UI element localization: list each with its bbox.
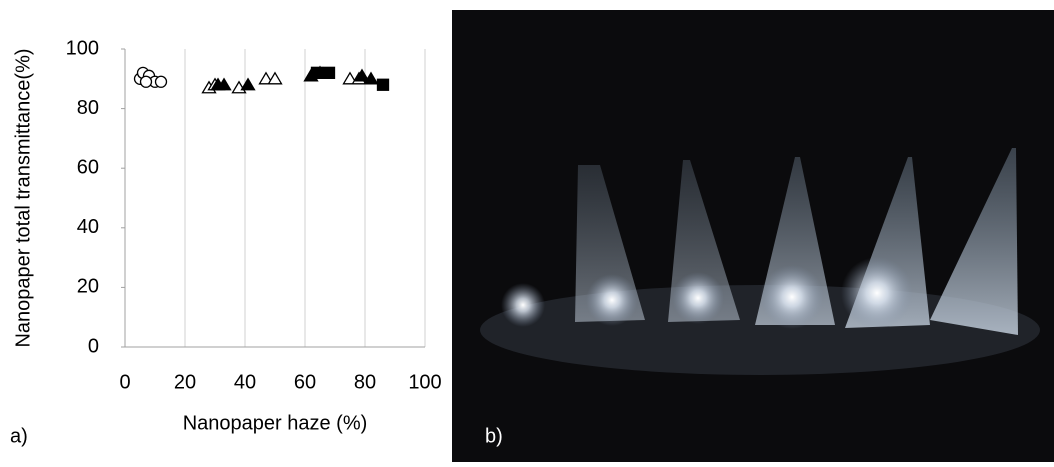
plot-area: 0 20 40 60 80 100 0 20 40 60 80 100 [66, 37, 442, 393]
x-axis-label: Nanopaper haze (%) [183, 412, 368, 434]
x-tick-label: 20 [174, 371, 196, 393]
point [354, 68, 370, 82]
y-tick-label: 80 [77, 97, 99, 119]
point [267, 71, 283, 85]
x-tick-label: 40 [234, 371, 256, 393]
x-tick-label: 0 [119, 371, 130, 393]
point [363, 71, 379, 85]
point [240, 77, 256, 91]
photo [452, 10, 1054, 462]
x-tick-label: 60 [294, 371, 316, 393]
x-tick-label: 100 [408, 371, 441, 393]
point [376, 78, 390, 91]
panel-label: a) [10, 425, 28, 447]
y-tick-label: 0 [88, 335, 99, 357]
point [216, 77, 232, 91]
y-tick-label: 100 [66, 37, 99, 59]
point [154, 75, 168, 88]
panel-label: b) [485, 425, 503, 447]
point [342, 71, 358, 85]
point [310, 66, 324, 79]
y-tick-label: 20 [77, 276, 99, 298]
x-tick-label: 80 [354, 371, 376, 393]
y-axis-label: Nanopaper total transmittance(%) [12, 48, 34, 347]
y-tick-label: 40 [77, 216, 99, 238]
point [322, 66, 336, 79]
point [258, 71, 274, 85]
point [139, 75, 153, 88]
y-tick-label: 60 [77, 156, 99, 178]
